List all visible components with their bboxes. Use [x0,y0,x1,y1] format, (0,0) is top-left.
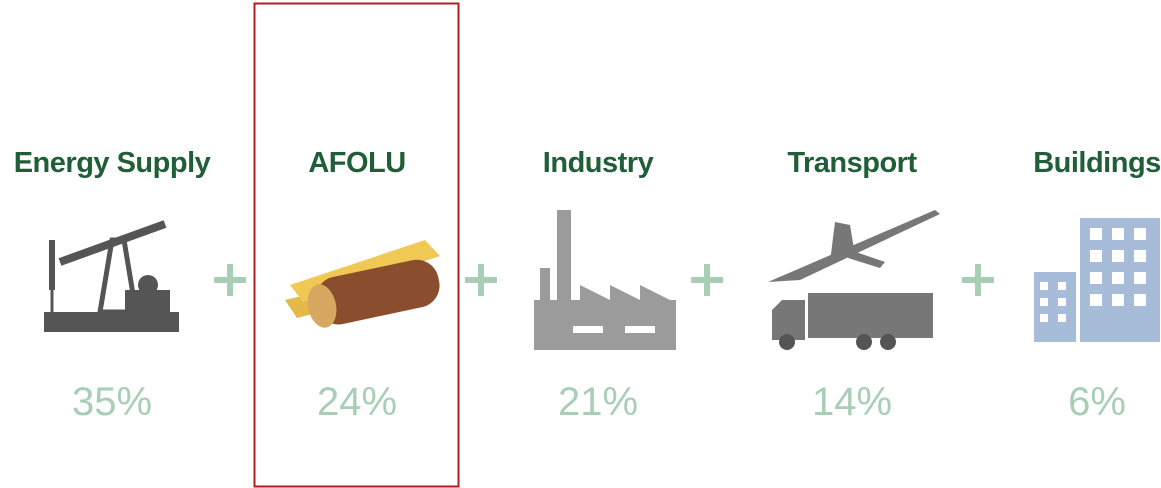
item-share: 21% [558,380,638,424]
item-share: 6% [1068,380,1126,424]
item-label: AFOLU [308,147,405,179]
oil-pump-icon [44,220,179,332]
plus-signs [214,264,994,296]
item-label: Industry [543,147,654,179]
item-share: 14% [812,380,892,424]
transport-icon [768,210,940,350]
factory-icon [534,210,676,350]
wood-icon [285,240,440,328]
item-share: 24% [317,380,397,424]
item-share: 35% [72,380,152,424]
item-label: Energy Supply [14,147,211,179]
item-label: Transport [787,147,917,179]
buildings-icon [1034,218,1160,342]
highlight-frame [253,2,460,488]
item-label: Buildings [1033,147,1161,179]
